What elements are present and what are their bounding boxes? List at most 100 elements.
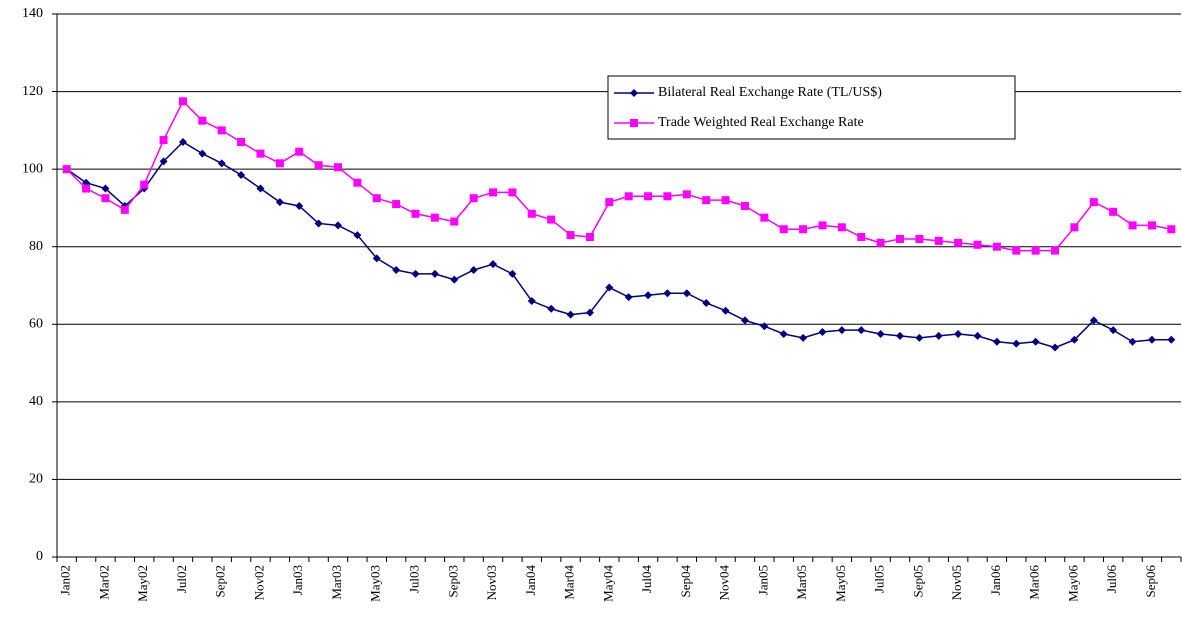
- marker: [547, 215, 556, 224]
- x-tick-label: May05: [833, 565, 848, 602]
- marker: [934, 331, 943, 340]
- marker: [508, 188, 517, 197]
- marker: [740, 201, 749, 210]
- x-tick-label: Sep06: [1143, 565, 1158, 598]
- marker: [779, 329, 788, 338]
- marker: [1031, 246, 1040, 255]
- marker: [566, 231, 575, 240]
- marker: [644, 291, 653, 300]
- marker: [857, 233, 866, 242]
- x-tick-label: Jan06: [988, 565, 1003, 596]
- marker: [702, 196, 711, 205]
- x-tick-label: Sep05: [910, 565, 925, 598]
- marker: [159, 136, 168, 145]
- x-tick-label: Jul04: [639, 565, 654, 594]
- marker: [1012, 339, 1021, 348]
- marker: [489, 260, 498, 269]
- marker: [295, 147, 304, 156]
- marker: [682, 289, 691, 298]
- marker: [101, 184, 110, 193]
- y-tick-label: 80: [29, 239, 43, 254]
- marker: [721, 196, 730, 205]
- marker: [721, 306, 730, 315]
- marker: [837, 326, 846, 335]
- legend-marker: [630, 119, 638, 127]
- marker: [1167, 335, 1176, 344]
- marker: [430, 269, 439, 278]
- x-tick-label: May03: [368, 565, 383, 602]
- marker: [1167, 225, 1176, 234]
- marker: [198, 149, 207, 158]
- marker: [818, 328, 827, 337]
- marker: [605, 283, 614, 292]
- marker: [1109, 207, 1118, 216]
- marker: [1012, 246, 1021, 255]
- marker: [760, 322, 769, 331]
- marker: [527, 209, 536, 218]
- legend: Bilateral Real Exchange Rate (TL/US$) Tra…: [607, 75, 1016, 140]
- y-tick-label: 0: [36, 549, 43, 564]
- marker: [1089, 316, 1098, 325]
- marker: [1109, 326, 1118, 335]
- x-tick-label: Nov03: [484, 565, 499, 600]
- marker: [120, 205, 129, 214]
- x-tick-label: Jul03: [407, 565, 422, 593]
- marker: [256, 184, 265, 193]
- marker: [760, 213, 769, 222]
- marker: [1128, 221, 1137, 230]
- marker: [159, 157, 168, 166]
- x-tick-label: Jul05: [872, 565, 887, 593]
- marker: [740, 316, 749, 325]
- marker: [799, 225, 808, 234]
- marker: [973, 240, 982, 249]
- marker: [566, 310, 575, 319]
- marker: [992, 337, 1001, 346]
- marker: [527, 297, 536, 306]
- marker: [1070, 335, 1079, 344]
- x-tick-label: May06: [1065, 565, 1080, 602]
- y-tick-label: 100: [22, 161, 43, 176]
- marker: [178, 97, 187, 106]
- marker: [353, 178, 362, 187]
- x-tick-label: May02: [135, 565, 150, 602]
- marker: [663, 289, 672, 298]
- y-tick-label: 20: [29, 472, 43, 487]
- marker: [469, 194, 478, 203]
- legend-label: Trade Weighted Real Exchange Rate: [658, 115, 864, 130]
- x-tick-label: Mar04: [562, 565, 577, 600]
- marker: [1147, 221, 1156, 230]
- marker: [334, 163, 342, 172]
- marker: [62, 165, 71, 174]
- x-tick-label: May04: [600, 565, 615, 602]
- marker: [702, 298, 711, 307]
- marker: [1070, 223, 1079, 232]
- marker: [314, 161, 323, 170]
- x-tick-label: Jan03: [290, 565, 305, 595]
- marker: [992, 242, 1001, 251]
- marker: [469, 265, 478, 274]
- x-tick-label: Sep03: [445, 565, 460, 598]
- legend-box: [607, 75, 1016, 140]
- x-tick-label: Sep02: [213, 565, 228, 598]
- marker: [799, 333, 808, 342]
- marker: [372, 254, 381, 263]
- marker: [450, 217, 459, 226]
- marker: [411, 269, 420, 278]
- marker: [1089, 198, 1098, 207]
- marker: [1128, 337, 1137, 346]
- line: [66, 141, 1172, 349]
- marker: [857, 326, 866, 335]
- x-tick-label: Mar05: [794, 565, 809, 600]
- marker: [450, 275, 459, 284]
- marker: [837, 223, 846, 232]
- x-tick-label: Mar06: [1027, 565, 1042, 600]
- marker: [217, 159, 226, 168]
- y-tick-label: 140: [22, 6, 43, 21]
- x-tick-label: Jan04: [523, 565, 538, 596]
- marker: [915, 234, 924, 243]
- marker: [275, 198, 284, 207]
- marker: [334, 221, 342, 230]
- marker: [411, 209, 420, 218]
- marker: [392, 265, 401, 274]
